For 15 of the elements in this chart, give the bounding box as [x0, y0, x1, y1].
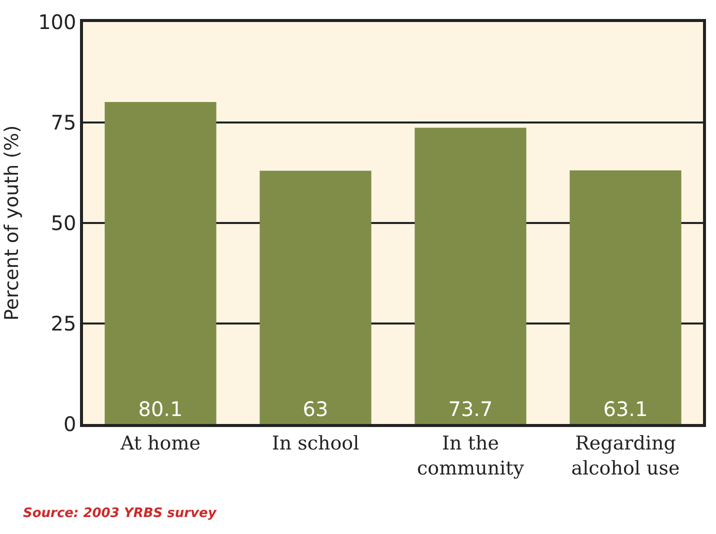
data-label: 63: [302, 397, 328, 421]
y-tick-label: 50: [50, 211, 76, 235]
y-tick-label: 25: [50, 312, 76, 336]
x-tick-label: At home: [120, 432, 200, 455]
x-tick-label: In school: [272, 432, 360, 455]
y-tick-label: 0: [64, 412, 76, 436]
data-label: 63.1: [603, 397, 648, 421]
x-tick-label: Regarding alcohol use: [571, 432, 680, 480]
y-tick-label: 75: [50, 110, 76, 134]
y-axis-title: Percent of youth (%): [0, 125, 23, 321]
x-tick-label: In the community: [416, 432, 524, 480]
source-note: Source: 2003 YRBS survey: [23, 506, 217, 521]
data-label: 80.1: [138, 397, 183, 421]
y-tick-label: 100: [38, 10, 76, 34]
data-label: 73.7: [448, 397, 493, 421]
